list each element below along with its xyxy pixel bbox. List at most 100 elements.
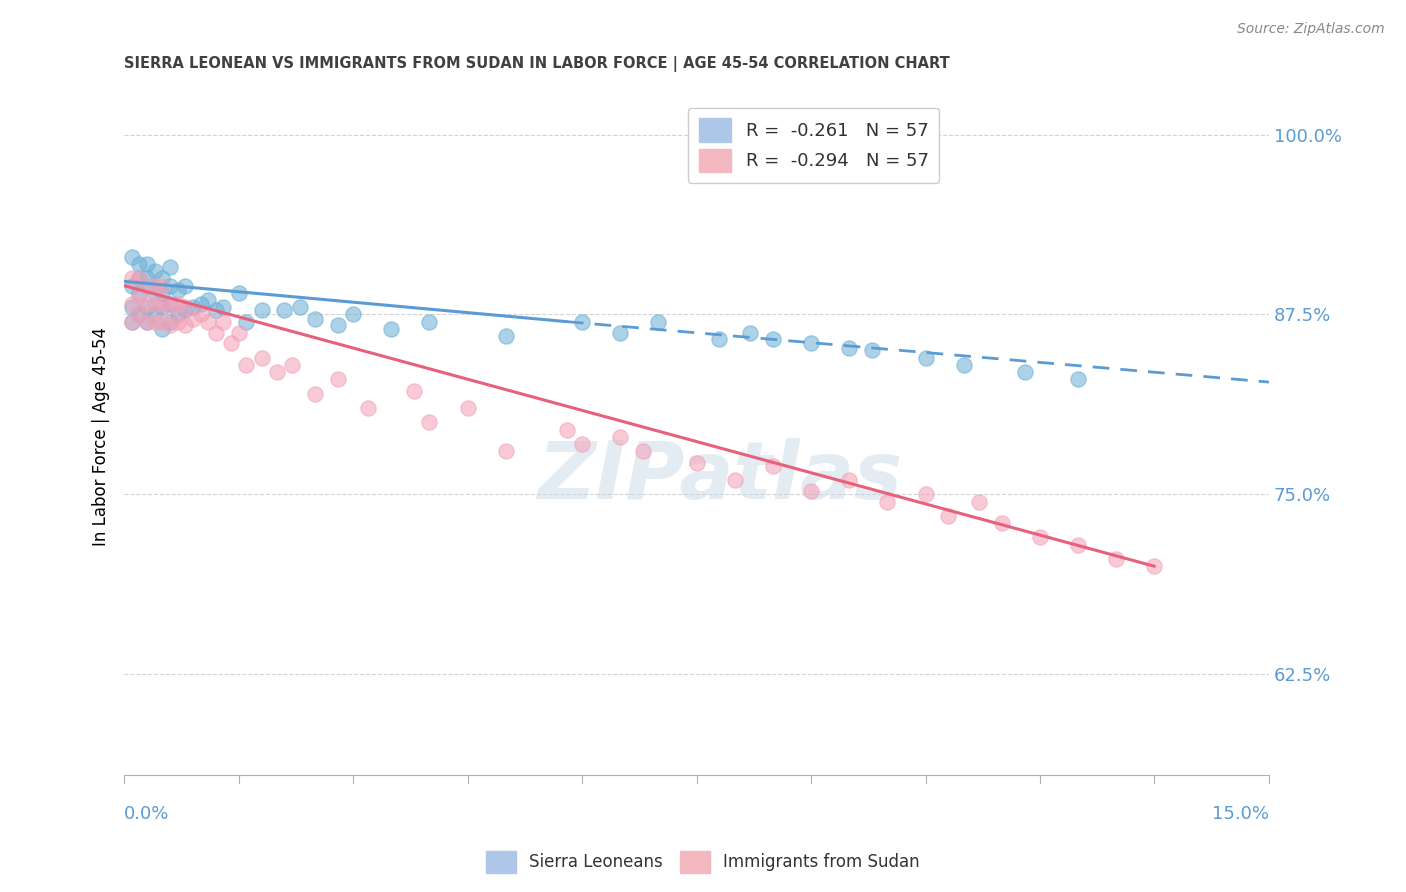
Point xyxy=(136,257,159,271)
Point xyxy=(128,285,150,300)
Point xyxy=(1067,538,1090,552)
Point xyxy=(1143,559,1166,574)
Point xyxy=(128,308,150,322)
Point xyxy=(197,293,219,307)
Point xyxy=(380,322,402,336)
Point xyxy=(709,332,731,346)
Point xyxy=(418,315,440,329)
Point xyxy=(1067,372,1090,386)
Point xyxy=(136,297,159,311)
Point xyxy=(357,401,380,415)
Point xyxy=(250,303,273,318)
Text: ZIPatlas: ZIPatlas xyxy=(537,438,903,516)
Point xyxy=(571,437,593,451)
Point xyxy=(860,343,883,358)
Point xyxy=(143,308,166,322)
Point xyxy=(1105,552,1128,566)
Point xyxy=(457,401,479,415)
Point xyxy=(136,315,159,329)
Point xyxy=(204,326,226,341)
Point xyxy=(304,311,326,326)
Point xyxy=(150,297,173,311)
Point xyxy=(938,508,960,523)
Point xyxy=(143,315,166,329)
Point xyxy=(136,278,159,293)
Point xyxy=(159,318,181,332)
Point xyxy=(495,444,517,458)
Point xyxy=(326,318,349,332)
Point xyxy=(174,303,197,318)
Point xyxy=(762,332,785,346)
Point xyxy=(555,423,578,437)
Point xyxy=(121,300,143,314)
Point xyxy=(219,336,242,351)
Point xyxy=(150,322,173,336)
Point xyxy=(204,303,226,318)
Point xyxy=(143,278,166,293)
Point xyxy=(738,326,761,341)
Point xyxy=(150,285,173,300)
Point xyxy=(159,297,181,311)
Point xyxy=(121,315,143,329)
Point xyxy=(128,308,150,322)
Point xyxy=(150,300,173,314)
Point xyxy=(631,444,654,458)
Point xyxy=(136,315,159,329)
Point xyxy=(571,315,593,329)
Point xyxy=(991,516,1014,530)
Point xyxy=(273,303,295,318)
Point xyxy=(166,297,188,311)
Point xyxy=(174,300,197,314)
Y-axis label: In Labor Force | Age 45-54: In Labor Force | Age 45-54 xyxy=(93,327,110,546)
Point xyxy=(1014,365,1036,379)
Point xyxy=(128,289,150,303)
Point xyxy=(190,308,212,322)
Point xyxy=(143,297,166,311)
Point xyxy=(190,297,212,311)
Point xyxy=(150,278,173,293)
Point xyxy=(197,315,219,329)
Point xyxy=(121,297,143,311)
Text: SIERRA LEONEAN VS IMMIGRANTS FROM SUDAN IN LABOR FORCE | AGE 45-54 CORRELATION C: SIERRA LEONEAN VS IMMIGRANTS FROM SUDAN … xyxy=(124,55,950,71)
Point xyxy=(762,458,785,473)
Point xyxy=(159,260,181,274)
Point xyxy=(404,384,426,398)
Point xyxy=(967,494,990,508)
Point xyxy=(876,494,898,508)
Point xyxy=(235,358,257,372)
Point xyxy=(609,326,631,341)
Point xyxy=(150,315,173,329)
Point xyxy=(174,318,197,332)
Point xyxy=(212,300,235,314)
Point xyxy=(159,315,181,329)
Point xyxy=(121,271,143,285)
Point xyxy=(342,308,364,322)
Text: Source: ZipAtlas.com: Source: ZipAtlas.com xyxy=(1237,22,1385,37)
Point xyxy=(136,278,159,293)
Point xyxy=(838,473,860,487)
Point xyxy=(266,365,288,379)
Point xyxy=(166,308,188,322)
Point xyxy=(181,311,204,326)
Point xyxy=(914,487,936,501)
Point xyxy=(952,358,974,372)
Point xyxy=(136,300,159,314)
Point xyxy=(724,473,747,487)
Point xyxy=(281,358,304,372)
Point xyxy=(838,341,860,355)
Point xyxy=(143,285,166,300)
Point xyxy=(418,416,440,430)
Text: 15.0%: 15.0% xyxy=(1212,805,1270,823)
Point xyxy=(150,271,173,285)
Point xyxy=(121,278,143,293)
Point xyxy=(685,456,707,470)
Point xyxy=(159,300,181,314)
Point xyxy=(609,430,631,444)
Point xyxy=(228,326,250,341)
Point xyxy=(121,250,143,264)
Point xyxy=(174,278,197,293)
Point xyxy=(800,336,823,351)
Point xyxy=(212,315,235,329)
Point xyxy=(1029,531,1052,545)
Point xyxy=(495,329,517,343)
